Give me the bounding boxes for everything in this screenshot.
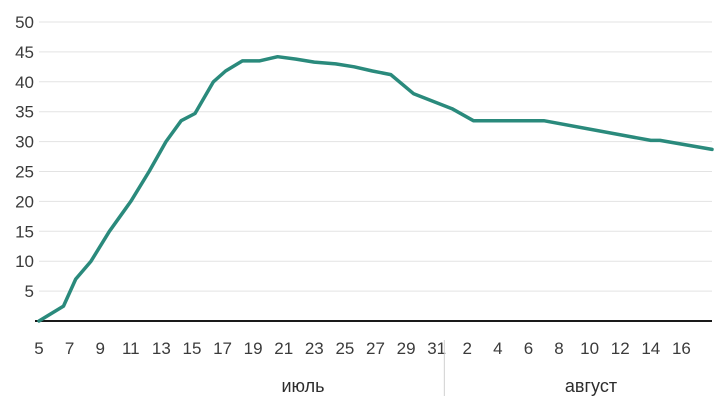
- y-tick-label: 25: [15, 163, 34, 182]
- x-tick-label: 27: [366, 339, 385, 358]
- month-labels: июль август: [281, 376, 617, 396]
- y-tick-label: 5: [25, 282, 34, 301]
- x-tick-label: 25: [335, 339, 354, 358]
- x-tick-label: 17: [213, 339, 232, 358]
- x-axis-ticks: 5 7 9 11 13 15 17 19 21 23 25 27 29 31 2 4 6 8 10 12 14 16: [34, 339, 691, 358]
- x-tick-label: 5: [34, 339, 43, 358]
- y-tick-label: 10: [15, 252, 34, 271]
- y-tick-label: 15: [15, 222, 34, 241]
- y-tick-label: 50: [15, 13, 34, 32]
- series-line: [37, 54, 714, 323]
- y-tick-label: 40: [15, 73, 34, 92]
- x-tick-label: 13: [152, 339, 171, 358]
- y-tick-label: 20: [15, 192, 34, 211]
- y-axis-ticks: 5 10 15 20 25 30 35 40 45 50: [15, 13, 34, 301]
- x-tick-label: 12: [611, 339, 630, 358]
- gridlines: [39, 21, 712, 292]
- x-tick-label: 11: [122, 339, 140, 358]
- x-tick-label: 2: [463, 339, 472, 358]
- x-tick-label: 9: [95, 339, 104, 358]
- x-tick-label: 19: [244, 339, 263, 358]
- x-tick-label: 7: [65, 339, 74, 358]
- x-tick-label: 21: [274, 339, 293, 358]
- x-tick-label: 4: [493, 339, 502, 358]
- month-label: август: [565, 376, 617, 396]
- x-tick-label: 31: [427, 339, 446, 358]
- x-tick-label: 23: [305, 339, 324, 358]
- y-tick-label: 30: [15, 133, 34, 152]
- x-tick-label: 16: [672, 339, 691, 358]
- y-tick-label: 45: [15, 43, 34, 62]
- x-tick-label: 14: [641, 339, 660, 358]
- x-tick-label: 10: [580, 339, 599, 358]
- x-tick-label: 6: [524, 339, 533, 358]
- x-tick-label: 15: [182, 339, 201, 358]
- y-tick-label: 35: [15, 103, 34, 122]
- month-label: июль: [281, 376, 324, 396]
- x-tick-label: 29: [397, 339, 416, 358]
- x-tick-label: 8: [554, 339, 563, 358]
